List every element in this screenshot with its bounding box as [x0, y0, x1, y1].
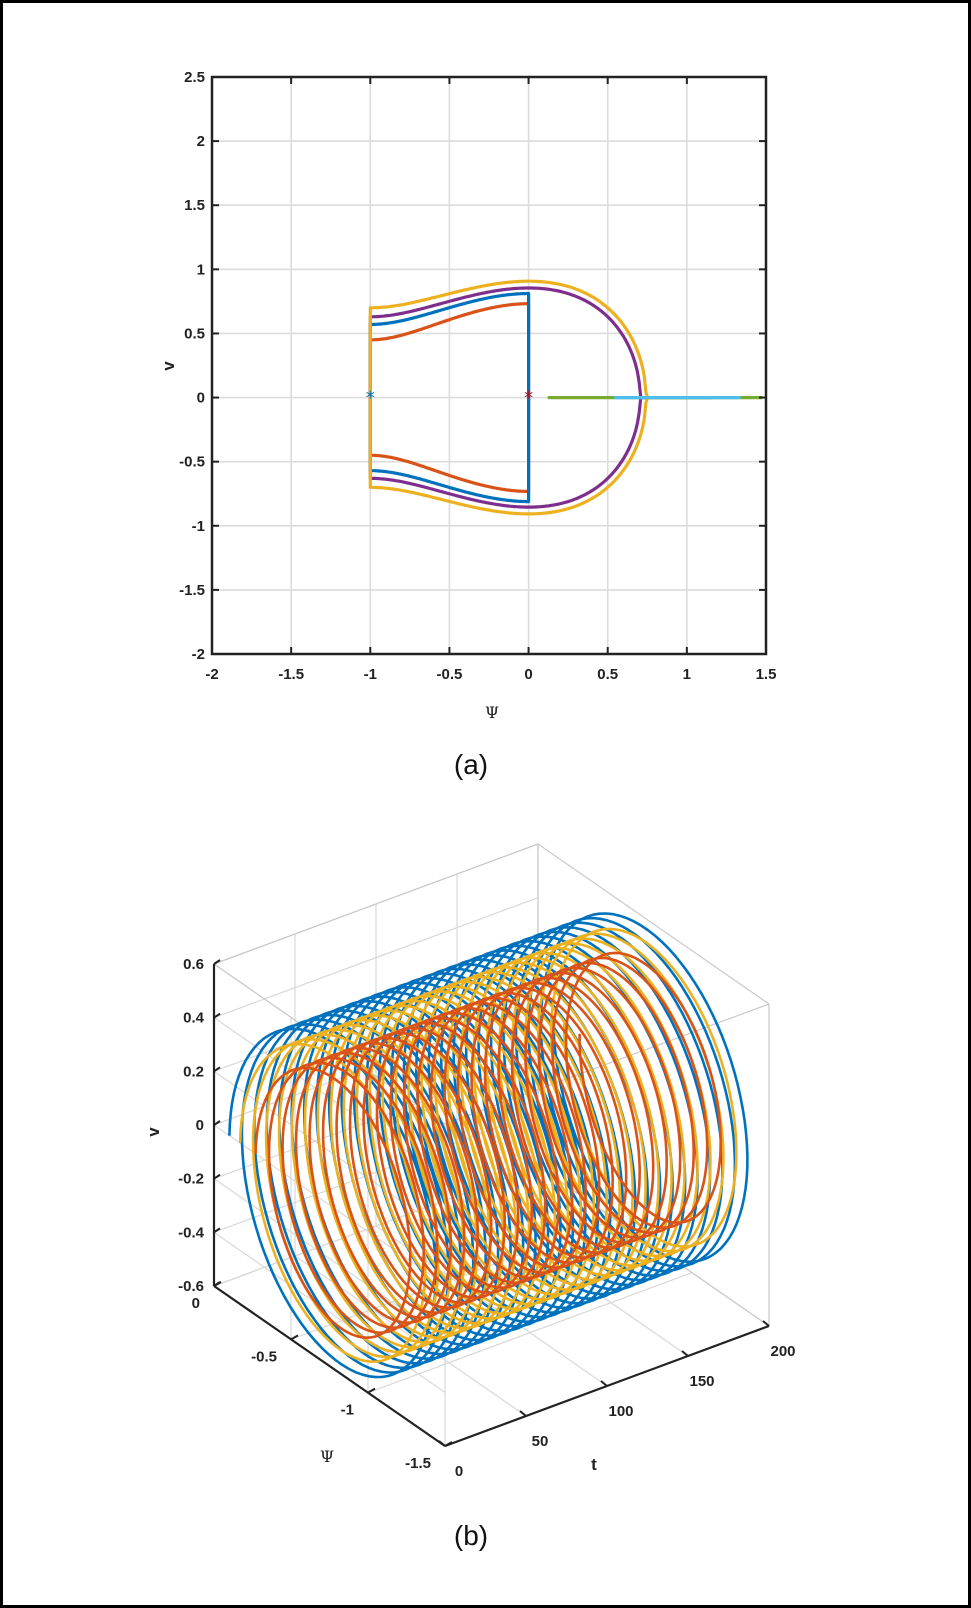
- t-axis-label-b: t: [591, 1455, 597, 1474]
- caption-a: (a): [454, 749, 488, 780]
- tick-label-v: -0.6: [178, 1278, 204, 1295]
- grid-line-v-wall: [213, 897, 539, 1019]
- tick-label-x: -1.5: [278, 666, 304, 683]
- tick-mark-psi: [367, 1387, 376, 1394]
- tick-label-y: 1.5: [184, 197, 205, 214]
- ticks-a: -2 -1.5 -1 -0.5 0 0.5 1 1.5 -2 -1.5 -1 -0.5 0 0.5 1 1.5…: [179, 69, 776, 683]
- tick-label-t: 50: [532, 1433, 549, 1450]
- tick-label-v: -0.2: [178, 1171, 204, 1188]
- tick-mark-v: [213, 1066, 221, 1073]
- tick-label-v: 0.2: [183, 1063, 204, 1080]
- tick-label-v: -0.4: [178, 1224, 205, 1241]
- grid-line-v-side: [213, 1070, 446, 1232]
- tick-label-v: 0.4: [183, 1010, 205, 1027]
- psi-axis-label-b: Ψ: [320, 1447, 334, 1466]
- tick-mark-t: [438, 1440, 446, 1447]
- ticks-b: -0.6 -0.4 -0.2 0 0.2 0.4 0.6 -1.5 -1 -0.5 0 0 50 100 1…: [178, 956, 795, 1480]
- tick-mark-v: [213, 1173, 221, 1180]
- trajectory-closed: [368, 291, 531, 504]
- tick-label-x: -0.5: [436, 666, 462, 683]
- spiral-trajectory: [238, 927, 738, 1363]
- tick-label-t: 200: [770, 1343, 795, 1360]
- tick-mark-t: [519, 1410, 527, 1417]
- tick-label-y: -1.5: [179, 582, 205, 599]
- tick-label-t: 150: [689, 1373, 714, 1390]
- plot-box-a: [210, 75, 768, 656]
- tick-label-x: -1: [364, 666, 377, 683]
- tick-mark-psi: [444, 1441, 453, 1447]
- tick-label-x: 0: [524, 666, 532, 683]
- tick-label-x: 0.5: [597, 666, 618, 683]
- tick-label-psi: 0: [192, 1295, 200, 1312]
- tick-mark-psi: [290, 1334, 299, 1341]
- box-edge: [213, 843, 539, 965]
- trajectory-open-left: [368, 279, 713, 516]
- tick-label-x: -2: [205, 666, 218, 683]
- tick-label-v: 0.6: [183, 956, 204, 973]
- trajectories-a: [368, 279, 763, 516]
- psi-axis-line: [213, 1285, 446, 1447]
- tick-label-psi: -0.5: [251, 1348, 277, 1365]
- y-axis-label-a: v: [159, 361, 178, 371]
- tick-label-psi: -1: [341, 1402, 354, 1419]
- tick-label-x: 1.5: [756, 666, 777, 683]
- tick-mark-v: [213, 1120, 221, 1126]
- grid-line-psi-floor: [367, 1272, 693, 1394]
- v-axis-label-b: v: [144, 1127, 163, 1137]
- tick-label-psi: -1.5: [405, 1455, 431, 1472]
- tick-mark-v: [213, 1227, 221, 1234]
- tick-label-y: 0: [197, 390, 205, 407]
- tick-mark-psi: [213, 1281, 222, 1287]
- tick-label-t: 0: [455, 1463, 463, 1480]
- tick-mark-v: [213, 959, 221, 965]
- tick-label-y: 0.5: [184, 325, 205, 342]
- caption-b: (b): [454, 1520, 488, 1551]
- equilibrium-marker: *: [366, 388, 375, 409]
- tick-mark-v: [213, 1012, 221, 1019]
- tick-label-t: 100: [608, 1403, 633, 1420]
- box-edge: [444, 1003, 770, 1125]
- tick-label-v: 0: [196, 1117, 204, 1134]
- tick-label-y: 2: [197, 133, 205, 150]
- trajectories-b: [228, 912, 749, 1379]
- tick-label-x: 1: [683, 666, 691, 683]
- tick-mark-t: [681, 1350, 689, 1357]
- equilibrium-marker: *: [524, 388, 533, 409]
- tick-mark-t: [762, 1320, 770, 1327]
- tick-label-y: -2: [192, 646, 205, 663]
- box-edge: [537, 843, 770, 1005]
- tick-mark-t: [600, 1380, 608, 1387]
- tick-label-y: 1: [197, 261, 205, 278]
- tick-label-y: 2.5: [184, 69, 205, 86]
- tick-label-y: -1: [192, 518, 205, 535]
- phase-portrait-chart: * * -2 -1.5 -1 -0.5 0 0.5 1 1.5-2-1.5-1-0.500.51…: [159, 69, 776, 722]
- spiral-trajectory: [254, 951, 722, 1339]
- time-series-3d-chart: -0.6 -0.4 -0.2 0 0.2 0.4 0.6 -1.5 -1 -0.5 0 0 50 100 1…: [144, 843, 796, 1480]
- equilibria-a: * *: [366, 388, 533, 409]
- tick-label-y: -0.5: [179, 454, 205, 471]
- x-axis-label-a: Ψ: [485, 703, 499, 722]
- grid-a: [211, 76, 767, 655]
